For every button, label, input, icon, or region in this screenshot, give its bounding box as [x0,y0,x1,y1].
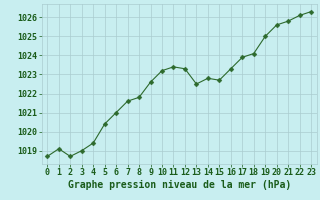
X-axis label: Graphe pression niveau de la mer (hPa): Graphe pression niveau de la mer (hPa) [68,180,291,190]
